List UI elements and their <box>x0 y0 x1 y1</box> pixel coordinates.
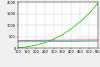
Battery <box>17 47 19 48</box>
HFC 1 kg/h₂ <box>71 41 72 42</box>
HFC 1 kg/h₂ <box>17 40 19 41</box>
Line: Battery: Battery <box>18 3 98 48</box>
HFC 1 kg/h₂ <box>44 40 45 41</box>
HFC 1 kg/h₂ <box>88 41 90 42</box>
Battery <box>53 39 54 40</box>
HFC 1 kg/h₂ <box>44 41 45 42</box>
HFC 1 kg/h₂ <box>26 40 28 41</box>
Battery <box>44 42 45 43</box>
Battery <box>26 46 28 47</box>
HFC 1 kg/h₂ <box>71 40 72 41</box>
HFC 1 kg/h₂ <box>17 41 19 42</box>
Battery <box>71 28 72 29</box>
Battery <box>62 34 63 35</box>
HFC 1 kg/h₂ <box>26 41 28 42</box>
HFC 1 kg/h₂ <box>80 41 81 42</box>
Battery <box>80 21 81 22</box>
HFC 1 kg/h₂ <box>53 40 54 41</box>
Battery <box>88 13 90 14</box>
HFC 1 kg/h₂ <box>97 41 99 42</box>
HFC 1 kg/h₂ <box>35 41 36 42</box>
Legend: Battery, HFC 1 kg/h₂, HFC 1 kg/h₂: Battery, HFC 1 kg/h₂, HFC 1 kg/h₂ <box>17 66 99 67</box>
Battery <box>97 3 99 4</box>
HFC 1 kg/h₂ <box>53 41 54 42</box>
HFC 1 kg/h₂ <box>35 40 36 41</box>
Line: HFC 1 kg/h₂: HFC 1 kg/h₂ <box>18 41 98 42</box>
Battery <box>35 45 36 46</box>
HFC 1 kg/h₂ <box>62 41 63 42</box>
HFC 1 kg/h₂ <box>62 40 63 41</box>
